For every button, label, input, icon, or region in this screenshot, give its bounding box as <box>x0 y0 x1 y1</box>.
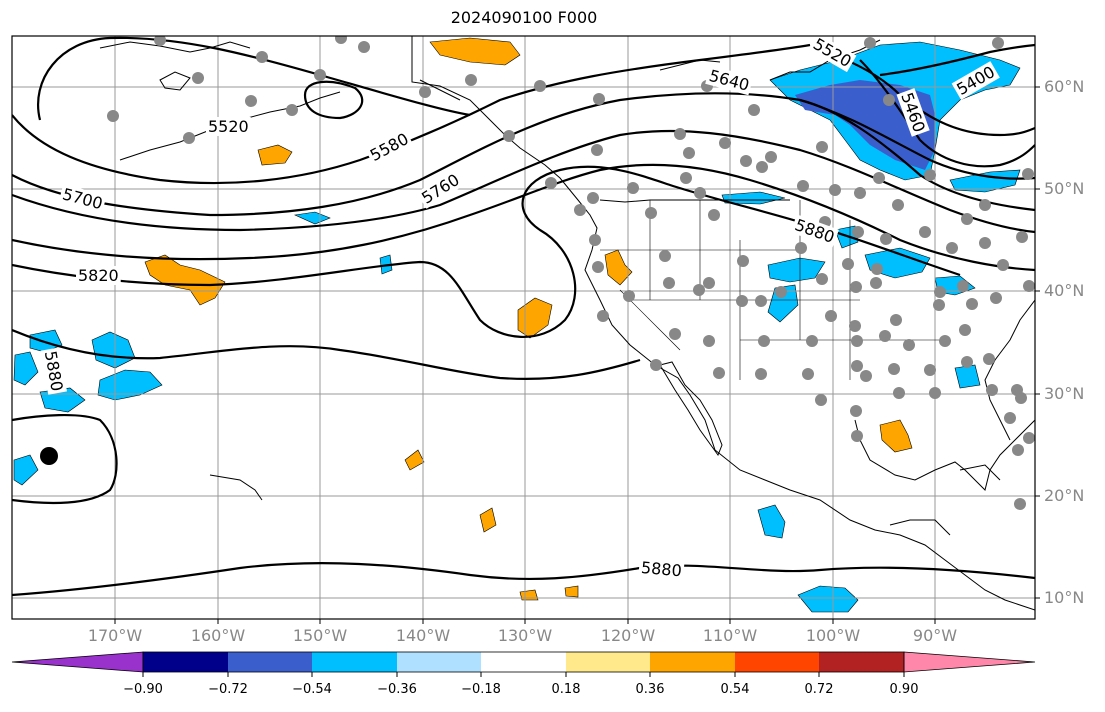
contour-5640 <box>12 92 1035 217</box>
lon-label: 150°W <box>292 626 348 645</box>
shade-pacific-blue-6 <box>13 454 39 486</box>
lat-label: 60°N <box>1044 77 1085 96</box>
shade-small-orange-2 <box>479 507 497 533</box>
colorbar-tick-label: −0.18 <box>461 682 501 697</box>
lat-label: 40°N <box>1044 281 1085 300</box>
contour-5520-low <box>303 80 364 120</box>
contour-label: 5820 <box>78 266 119 285</box>
lon-label: 90°W <box>912 626 958 645</box>
axis-ticks <box>114 86 1040 624</box>
colorbar-segment-1 <box>143 652 228 672</box>
lon-label: 100°W <box>805 626 861 645</box>
colorbar-segment-10 <box>903 651 1036 673</box>
height-contours <box>12 36 1035 597</box>
lon-label: 140°W <box>395 626 451 645</box>
shade-small-orange-1 <box>404 449 425 471</box>
contour-5880-north <box>12 328 641 380</box>
contour-5580 <box>12 43 811 185</box>
shade-pacific-orange-1 <box>144 254 226 306</box>
colorbar-tick-label: −0.54 <box>292 682 332 697</box>
contour-5700 <box>12 129 1035 234</box>
colorbar-segment-8 <box>735 652 819 672</box>
contour-5520-alaska <box>37 36 471 121</box>
contour-label-halo <box>896 88 930 137</box>
contour-label-halo <box>76 266 121 285</box>
map-title: 2024090100 F000 <box>450 8 598 27</box>
shade-small-orange-4 <box>564 585 579 598</box>
shade-south-blue <box>797 585 859 613</box>
contour-label-halo <box>206 117 251 136</box>
lon-label: 130°W <box>497 626 553 645</box>
colorbar-segment-2 <box>228 652 312 672</box>
contour-5400 <box>879 43 1035 77</box>
contour-5760 <box>12 163 1035 272</box>
storm-marker <box>40 447 58 465</box>
colorbar-segment-6 <box>566 652 650 672</box>
colorbar-tick-label: 0.90 <box>889 682 919 697</box>
contour-5880-south <box>12 562 1035 597</box>
colorbar-tick-label: 0.72 <box>804 682 834 697</box>
contour-5520-east <box>819 48 1035 137</box>
contour-label-halo <box>808 36 857 73</box>
colorbar-segment-7 <box>650 652 735 672</box>
lat-label: 30°N <box>1044 384 1085 403</box>
map-frame <box>11 35 1036 620</box>
colorbar-tick-label: −0.36 <box>377 682 417 697</box>
shade-gulf-alaska-orange <box>257 144 293 166</box>
station-markers <box>107 36 1035 510</box>
colorbar-tick-label: 0.36 <box>635 682 665 697</box>
colorbar-segment-0 <box>11 651 144 673</box>
colorbar-segment-3 <box>312 652 397 672</box>
shade-pacific-orange-2 <box>517 297 553 339</box>
contour-label-halo <box>40 347 68 395</box>
contour-label: 5520 <box>208 117 249 136</box>
contour-5580-east <box>799 98 1035 180</box>
colorbar-tick-label: −0.90 <box>123 682 163 697</box>
shade-pacific-blue-2 <box>97 369 163 401</box>
shade-canada-blue-2 <box>949 169 1021 193</box>
colorbar-tick-label: −0.72 <box>208 682 248 697</box>
shade-pacific-blue-4 <box>13 351 39 386</box>
contour-label: 5880 <box>640 558 682 580</box>
lon-label: 170°W <box>87 626 143 645</box>
contour-label-halo <box>705 65 754 96</box>
colorbar-segment-5 <box>481 652 566 672</box>
contour-5820 <box>12 165 961 339</box>
colorbar <box>11 651 1036 677</box>
colorbar-segment-4 <box>397 652 481 672</box>
contour-label-halo <box>416 168 465 209</box>
contour-5460 <box>859 59 1035 168</box>
shade-gulf-orange <box>879 419 913 453</box>
lat-label: 50°N <box>1044 179 1085 198</box>
shade-alaska-orange <box>429 37 521 66</box>
lon-label: 120°W <box>600 626 656 645</box>
contour-label-halo <box>790 214 840 248</box>
shade-mexico-blue <box>757 504 786 539</box>
lat-label: 10°N <box>1044 588 1085 607</box>
lon-label: 160°W <box>190 626 246 645</box>
contour-label-halo <box>365 128 414 166</box>
shade-small-blue-1 <box>293 211 331 225</box>
colorbar-tick-label: 0.54 <box>720 682 750 697</box>
colorbar-segment-9 <box>819 652 904 672</box>
lat-label: 20°N <box>1044 486 1085 505</box>
contour-label-halo <box>951 61 1000 100</box>
contour-5880-west <box>12 414 118 505</box>
contour-label-halo <box>58 183 107 214</box>
colorbar-tick-label: 0.18 <box>551 682 581 697</box>
contour-label-halo <box>638 557 685 581</box>
lon-label: 110°W <box>702 626 758 645</box>
